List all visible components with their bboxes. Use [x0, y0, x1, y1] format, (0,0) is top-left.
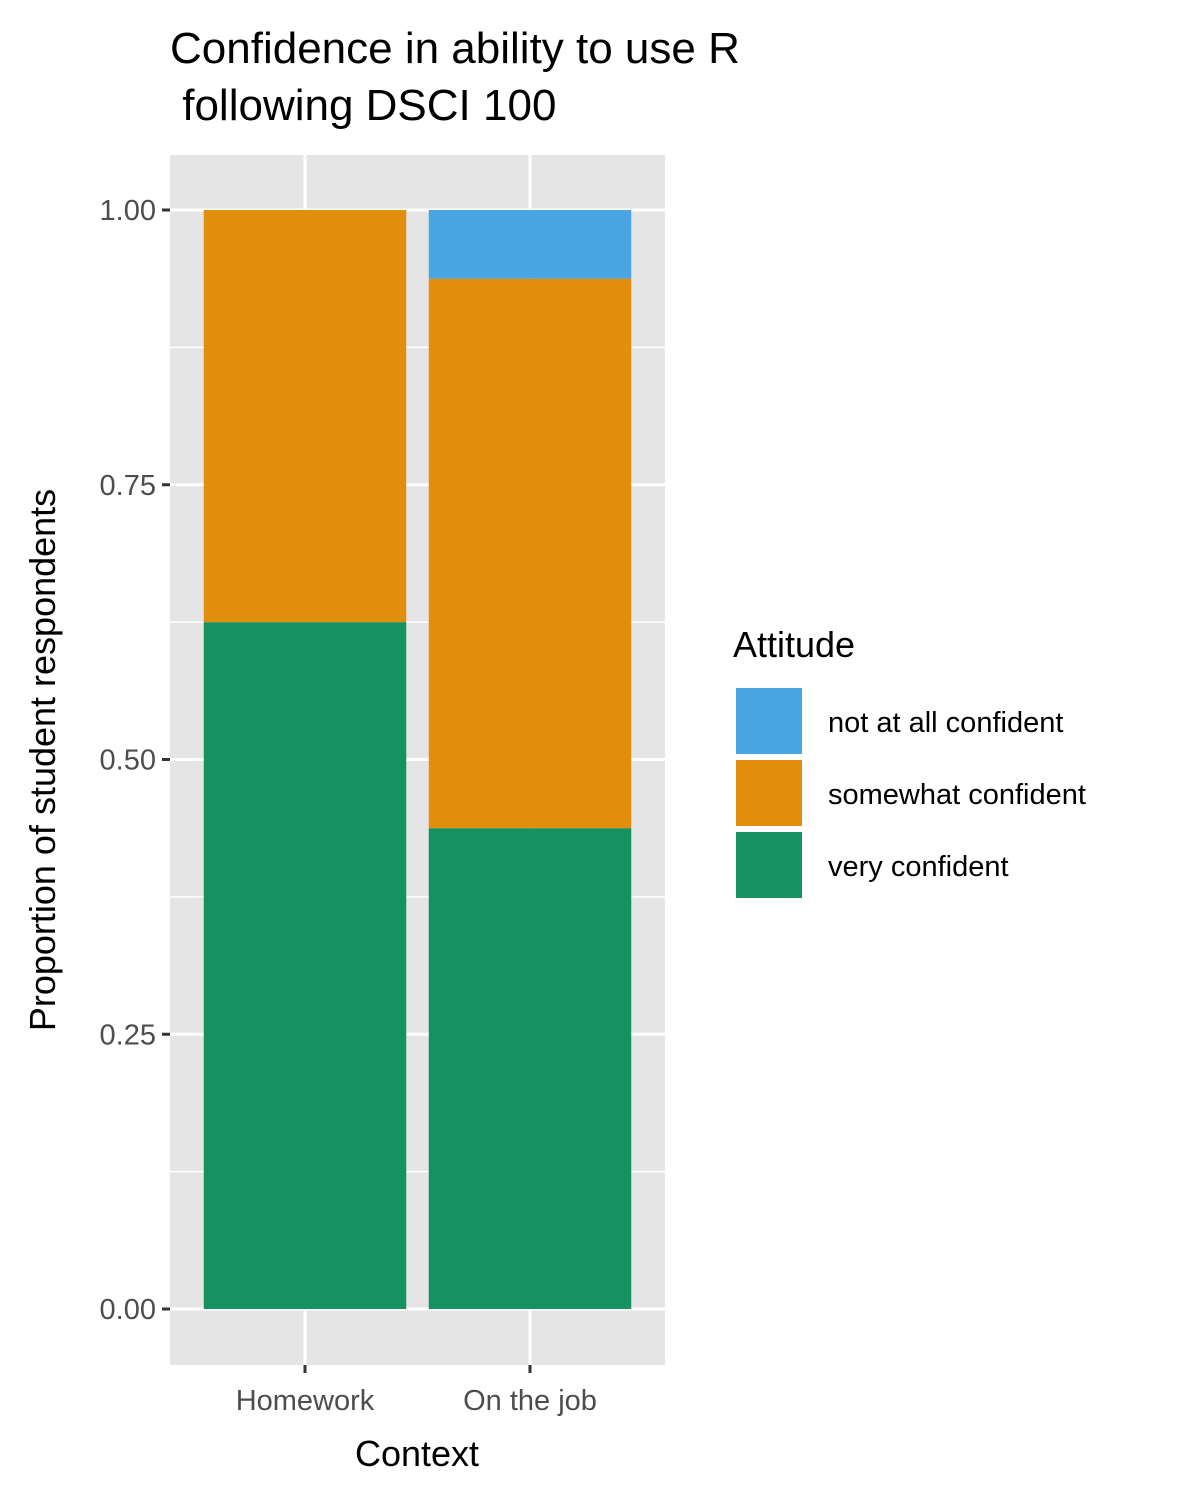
- legend-label: somewhat confident: [828, 779, 1086, 811]
- x-tick-label: Homework: [236, 1385, 375, 1417]
- x-axis-title: Context: [355, 1433, 479, 1474]
- y-axis: 0.00 0.25 0.50 0.75 1.00: [100, 195, 170, 1326]
- y-tick-label: 0.00: [100, 1294, 156, 1326]
- bar-segment-very-confident: [428, 828, 632, 1309]
- bar-segment-not-at-all-confident: [428, 210, 632, 279]
- y-axis-title: Proportion of student respondents: [22, 489, 63, 1031]
- y-tick-label: 0.50: [100, 745, 156, 777]
- bars: [203, 210, 632, 1309]
- legend-swatch: [736, 832, 802, 898]
- legend-label: not at all confident: [828, 707, 1063, 739]
- bar-segment-somewhat-confident: [203, 210, 407, 623]
- bar-segment-somewhat-confident: [428, 278, 632, 829]
- y-tick-label: 0.25: [100, 1019, 156, 1051]
- chart-title-line-2: following DSCI 100: [170, 81, 556, 130]
- legend-title: Attitude: [733, 624, 855, 665]
- legend: not at all confident somewhat confident ve…: [736, 688, 1086, 898]
- legend-swatch: [736, 760, 802, 826]
- legend-label: very confident: [828, 851, 1009, 883]
- legend-swatch: [736, 688, 802, 754]
- chart-title-line-1: Confidence in ability to use R: [170, 24, 740, 73]
- y-tick-label: 0.75: [100, 470, 156, 502]
- bar-segment-very-confident: [203, 622, 407, 1309]
- x-axis: Homework On the job: [236, 1365, 597, 1417]
- x-tick-label: On the job: [463, 1385, 597, 1417]
- y-tick-label: 1.00: [100, 195, 156, 227]
